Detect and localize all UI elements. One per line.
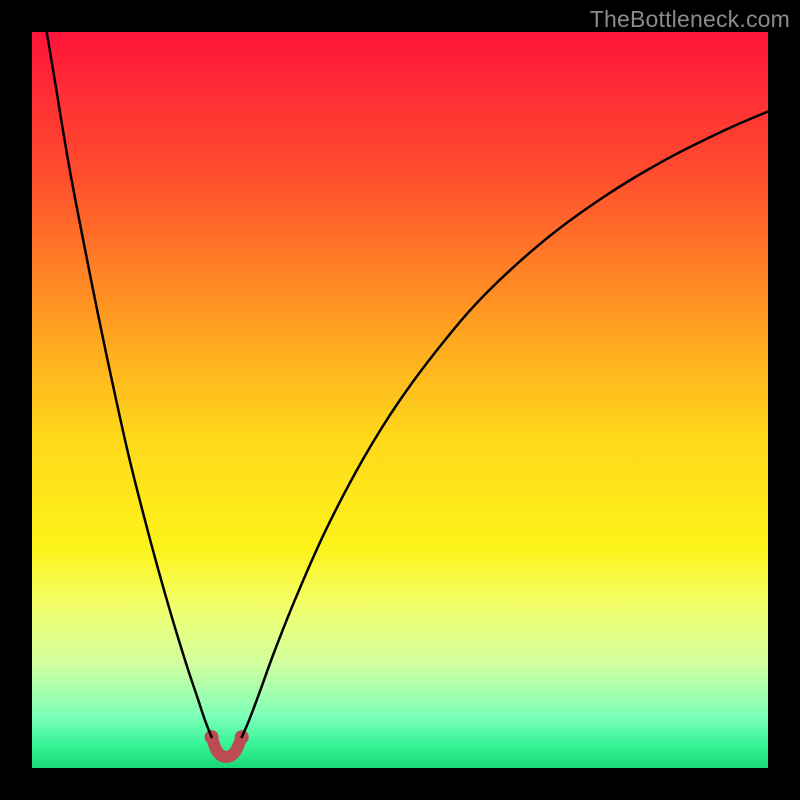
chart-frame: TheBottleneck.com [0, 0, 800, 800]
watermark-text: TheBottleneck.com [590, 6, 790, 33]
plot-area [32, 32, 768, 768]
plot-svg [32, 32, 768, 768]
